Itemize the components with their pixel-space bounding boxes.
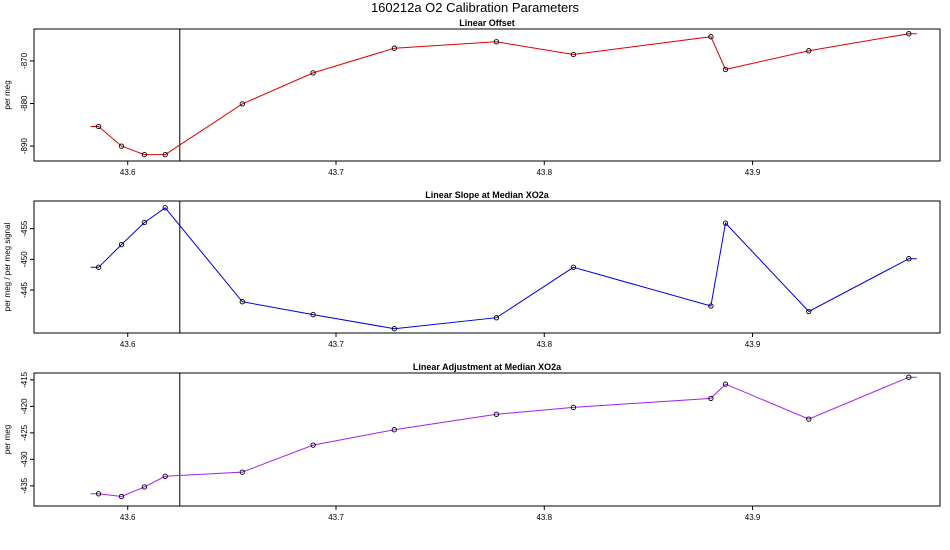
plot-frame	[33, 28, 941, 162]
x-tick-label: 43.8	[536, 168, 552, 177]
data-point	[906, 31, 912, 37]
data-point	[722, 220, 729, 226]
data-point	[806, 416, 812, 422]
data-point	[806, 308, 812, 315]
plot-frame	[33, 200, 941, 334]
x-tick-label: 43.9	[745, 340, 761, 349]
y-tick-label: -420	[20, 398, 29, 415]
x-tick-label: 43.7	[328, 340, 344, 349]
data-point	[391, 45, 397, 51]
data-point	[141, 151, 148, 158]
y-tick-label: -430	[20, 451, 29, 468]
y-tick-label: -880	[20, 95, 29, 112]
data-point	[570, 404, 577, 411]
data-point	[141, 484, 148, 490]
y-axis-label: per meg	[3, 425, 12, 454]
data-point	[162, 151, 168, 158]
data-point	[239, 469, 245, 475]
data-point	[162, 205, 168, 211]
data-point	[806, 48, 812, 54]
data-point	[722, 381, 729, 387]
y-axis-label: per meg	[3, 80, 12, 109]
panel-3: Linear Adjustment at Median XO2a 43.6 43.7…	[3, 362, 941, 522]
data-point	[493, 411, 500, 417]
data-point	[708, 303, 714, 309]
x-tick-label: 43.8	[536, 340, 552, 349]
panel-2: Linear Slope at Median XO2a 43.6 43.7 43.8 4…	[3, 190, 941, 349]
panel-title: Linear Offset	[459, 18, 515, 28]
panel-1: Linear Offset 43.6 43.7 43.8 43.9 -890 -880 -87…	[3, 18, 941, 177]
x-tick-label: 43.7	[328, 168, 344, 177]
data-point	[906, 374, 912, 380]
series-line	[90, 207, 917, 330]
data-point	[95, 264, 102, 270]
data-point	[118, 143, 125, 149]
data-point	[239, 101, 245, 107]
data-point	[493, 315, 500, 321]
data-point	[118, 493, 125, 500]
series-line	[90, 376, 917, 498]
data-point	[95, 491, 102, 497]
series-line	[90, 33, 917, 156]
y-tick-label: -870	[20, 52, 29, 69]
data-point	[141, 219, 148, 226]
data-point	[708, 395, 714, 402]
data-point	[570, 264, 577, 270]
data-point	[310, 442, 316, 448]
y-tick-label: -445	[20, 281, 29, 298]
plot-frame	[33, 372, 941, 507]
x-tick-label: 43.8	[536, 513, 552, 522]
data-point	[391, 326, 397, 332]
panel-title: Linear Slope at Median XO2a	[425, 190, 550, 200]
y-axis-label: per meg / per meg signal	[3, 223, 12, 312]
data-point	[162, 473, 168, 479]
data-point	[310, 311, 316, 318]
data-point	[391, 427, 397, 433]
data-point	[239, 299, 245, 305]
y-tick-label: -415	[20, 371, 29, 388]
x-tick-label: 43.6	[120, 513, 136, 522]
figure-title: 160212a O2 Calibration Parameters	[370, 0, 580, 15]
y-tick-label: -425	[20, 424, 29, 441]
panel-title: Linear Adjustment at Median XO2a	[413, 362, 562, 372]
y-tick-label: -435	[20, 477, 29, 494]
data-point	[570, 51, 577, 58]
data-point	[95, 123, 102, 130]
data-point	[906, 256, 912, 262]
x-tick-label: 43.6	[120, 340, 136, 349]
x-tick-label: 43.7	[328, 513, 344, 522]
y-tick-label: -450	[20, 251, 29, 268]
data-point	[493, 39, 500, 45]
x-tick-label: 43.9	[745, 168, 761, 177]
x-tick-label: 43.9	[745, 513, 761, 522]
y-tick-label: -890	[20, 138, 29, 155]
x-tick-label: 43.6	[120, 168, 136, 177]
data-point	[118, 241, 125, 248]
y-tick-label: -455	[20, 220, 29, 237]
data-point	[708, 34, 714, 40]
data-point	[722, 66, 729, 73]
data-point	[310, 70, 316, 76]
